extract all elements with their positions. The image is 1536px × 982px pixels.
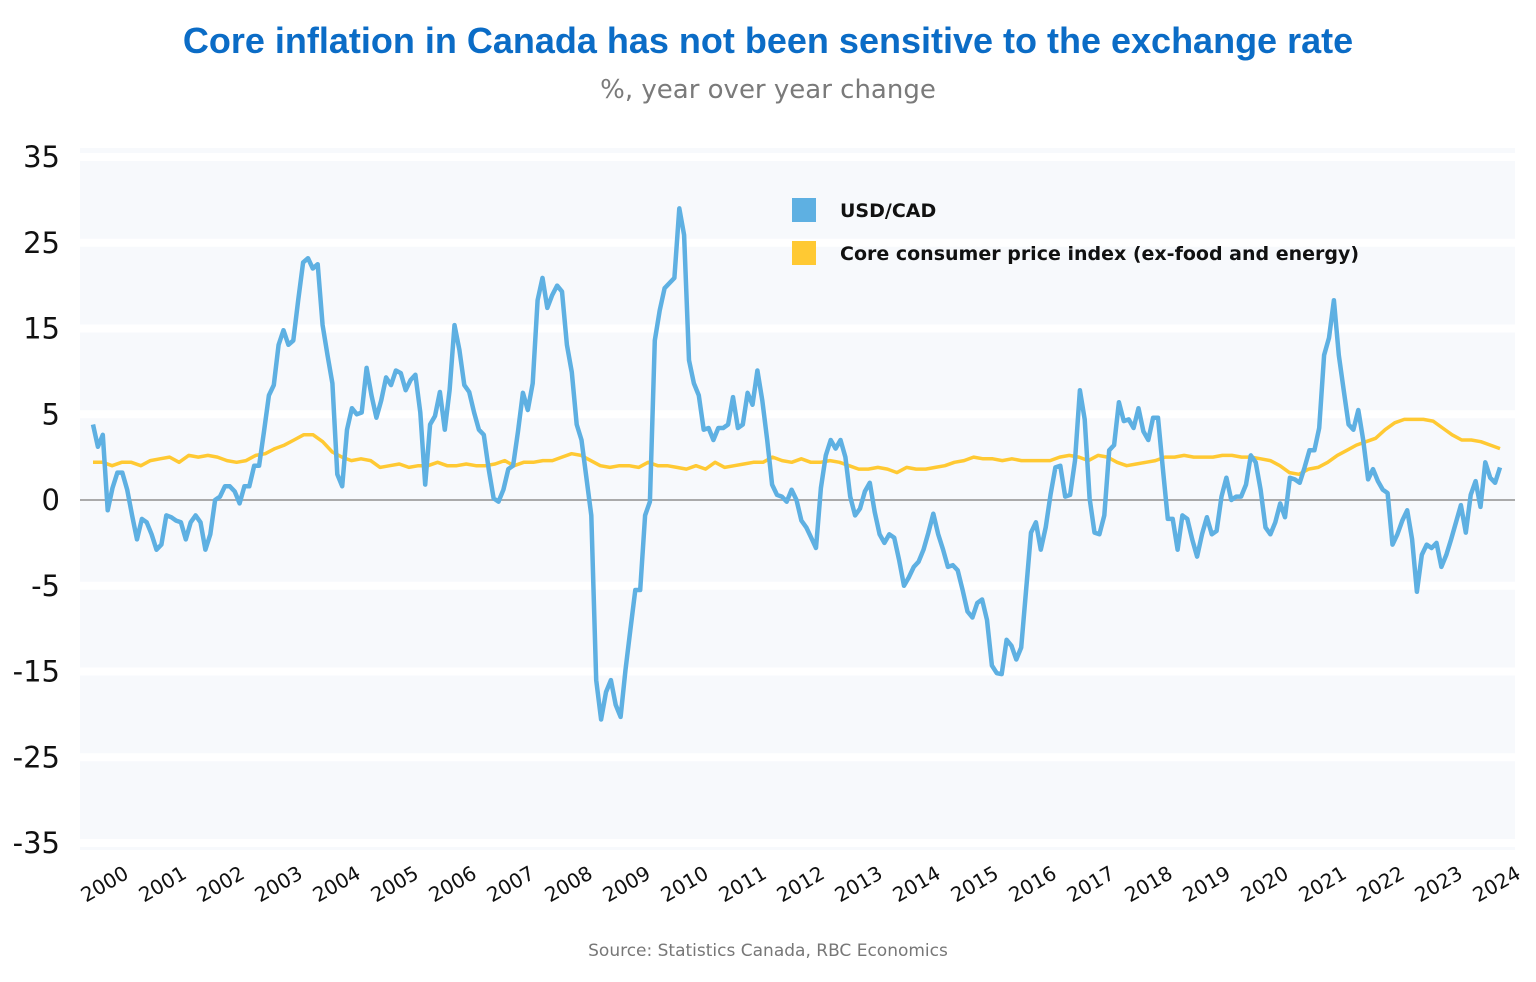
- y-tick-label: -35: [13, 826, 60, 860]
- x-tick-label: 2012: [772, 861, 828, 907]
- y-tick-label: 35: [23, 140, 60, 174]
- x-tick-label: 2015: [946, 861, 1002, 907]
- source-note: Source: Statistics Canada, RBC Economics: [588, 941, 948, 961]
- x-tick-label: 2019: [1178, 861, 1234, 907]
- y-tick-label: 0: [42, 483, 60, 517]
- x-tick-label: 2007: [482, 861, 538, 907]
- y-tick-label: 5: [42, 397, 60, 431]
- legend-swatch-core-cpi: [792, 241, 816, 265]
- x-tick-label: 2024: [1468, 861, 1524, 907]
- x-tick-label: 2013: [830, 861, 886, 907]
- legend-swatch-usdcad: [792, 198, 816, 222]
- x-tick-label: 2022: [1352, 861, 1408, 907]
- core-cpi-line: [93, 417, 1501, 477]
- x-axis: 2000 2001 2002 2003 2004 2005 2006 2007 2008 2009…: [76, 861, 1524, 907]
- y-tick-label: -5: [31, 569, 60, 603]
- x-tick-label: 2004: [308, 861, 364, 907]
- legend-label-core-cpi: Core consumer price index (ex-food and e…: [840, 243, 1359, 265]
- y-axis: 35 25 15 5 0 -5 -15 -25 -35: [13, 140, 60, 860]
- x-tick-label: 2011: [714, 861, 770, 907]
- x-tick-label: 2010: [656, 861, 712, 907]
- x-tick-label: 2003: [250, 861, 306, 907]
- x-tick-label: 2018: [1120, 861, 1176, 907]
- x-tick-label: 2014: [888, 861, 944, 907]
- x-tick-label: 2008: [540, 861, 596, 907]
- usdcad-line: [90, 206, 1503, 722]
- y-tick-label: -15: [13, 655, 60, 689]
- x-tick-label: 2020: [1236, 861, 1292, 907]
- x-tick-label: 2001: [134, 861, 190, 907]
- series-lines: [90, 206, 1503, 722]
- x-tick-label: 2002: [192, 861, 248, 907]
- legend: USD/CAD Core consumer price index (ex-fo…: [792, 198, 1359, 265]
- y-tick-label: -25: [13, 740, 60, 774]
- x-tick-label: 2009: [598, 861, 654, 907]
- x-tick-label: 2017: [1062, 861, 1118, 907]
- x-tick-label: 2000: [76, 861, 132, 907]
- x-tick-label: 2021: [1294, 861, 1350, 907]
- y-tick-label: 25: [23, 226, 60, 260]
- legend-label-usdcad: USD/CAD: [840, 200, 936, 222]
- chart-title: Core inflation in Canada has not been se…: [183, 20, 1353, 61]
- x-tick-label: 2016: [1004, 861, 1060, 907]
- y-tick-label: 15: [23, 312, 60, 346]
- chart-subtitle: %, year over year change: [600, 75, 936, 105]
- x-tick-label: 2023: [1410, 861, 1466, 907]
- x-tick-label: 2005: [366, 861, 422, 907]
- x-tick-label: 2006: [424, 861, 480, 907]
